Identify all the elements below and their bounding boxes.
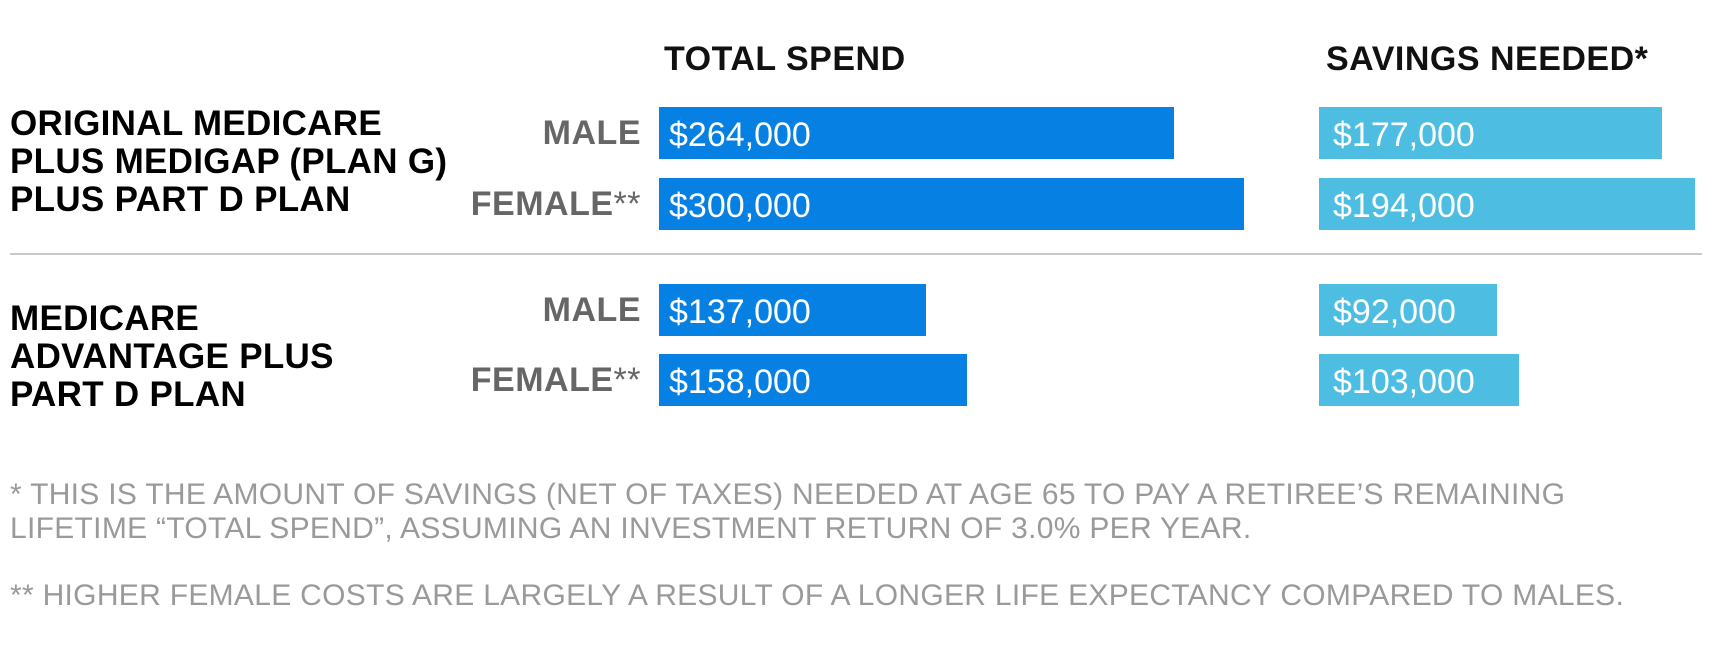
group-label-original-medicare: ORIGINAL MEDICARE PLUS MEDIGAP (PLAN G) …: [10, 105, 447, 219]
group-label-line: PART D PLAN: [10, 375, 246, 414]
bar-value-label: $92,000: [1333, 293, 1456, 331]
savings-needed-bar: $103,000: [1319, 354, 1519, 406]
group-label-line: ADVANTAGE PLUS: [10, 337, 334, 376]
row-label-female: FEMALE**: [471, 178, 641, 230]
footnote-line: LIFETIME “TOTAL SPEND”, ASSUMING AN INVE…: [10, 512, 1252, 545]
total-spend-bar: $264,000: [659, 107, 1174, 159]
bar-value-label: $103,000: [1333, 363, 1475, 401]
total-spend-bar: $300,000: [659, 178, 1244, 230]
row-label-female: FEMALE**: [471, 354, 641, 406]
bar-value-label: $300,000: [669, 187, 811, 225]
savings-needed-bar: $194,000: [1319, 178, 1695, 230]
group-label-line: PLUS PART D PLAN: [10, 180, 351, 219]
bar-value-label: $177,000: [1333, 116, 1475, 154]
bar-value-label: $264,000: [669, 116, 811, 154]
footnote-line: * THIS IS THE AMOUNT OF SAVINGS (NET OF …: [10, 478, 1566, 511]
total-spend-bar: $137,000: [659, 284, 926, 336]
row-label-male: MALE: [543, 107, 641, 159]
group-divider: [10, 253, 1702, 255]
row-label-text: FEMALE: [470, 361, 614, 399]
total-spend-header: TOTAL SPEND: [664, 40, 906, 78]
row-label-text: MALE: [542, 114, 641, 152]
group-label-line: ORIGINAL MEDICARE: [10, 104, 382, 143]
bar-value-label: $158,000: [669, 363, 811, 401]
savings-needed-header: SAVINGS NEEDED*: [1326, 40, 1649, 78]
footnote-female: ** HIGHER FEMALE COSTS ARE LARGELY A RES…: [10, 579, 1624, 613]
footnote-line: ** HIGHER FEMALE COSTS ARE LARGELY A RES…: [10, 579, 1625, 612]
bar-value-label: $194,000: [1333, 187, 1475, 225]
group-label-line: PLUS MEDIGAP (PLAN G): [10, 142, 448, 181]
row-label-text: FEMALE: [470, 185, 614, 223]
row-label-stars: **: [613, 361, 641, 399]
bar-value-label: $137,000: [669, 293, 811, 331]
row-label-stars: **: [613, 185, 641, 223]
footnote-savings: * THIS IS THE AMOUNT OF SAVINGS (NET OF …: [10, 478, 1565, 546]
savings-needed-bar: $92,000: [1319, 284, 1497, 336]
group-label-line: MEDICARE: [10, 299, 200, 338]
savings-needed-bar: $177,000: [1319, 107, 1662, 159]
total-spend-bar: $158,000: [659, 354, 967, 406]
row-label-male: MALE: [543, 284, 641, 336]
group-label-medicare-advantage: MEDICARE ADVANTAGE PLUS PART D PLAN: [10, 300, 334, 414]
row-label-text: MALE: [542, 291, 641, 329]
